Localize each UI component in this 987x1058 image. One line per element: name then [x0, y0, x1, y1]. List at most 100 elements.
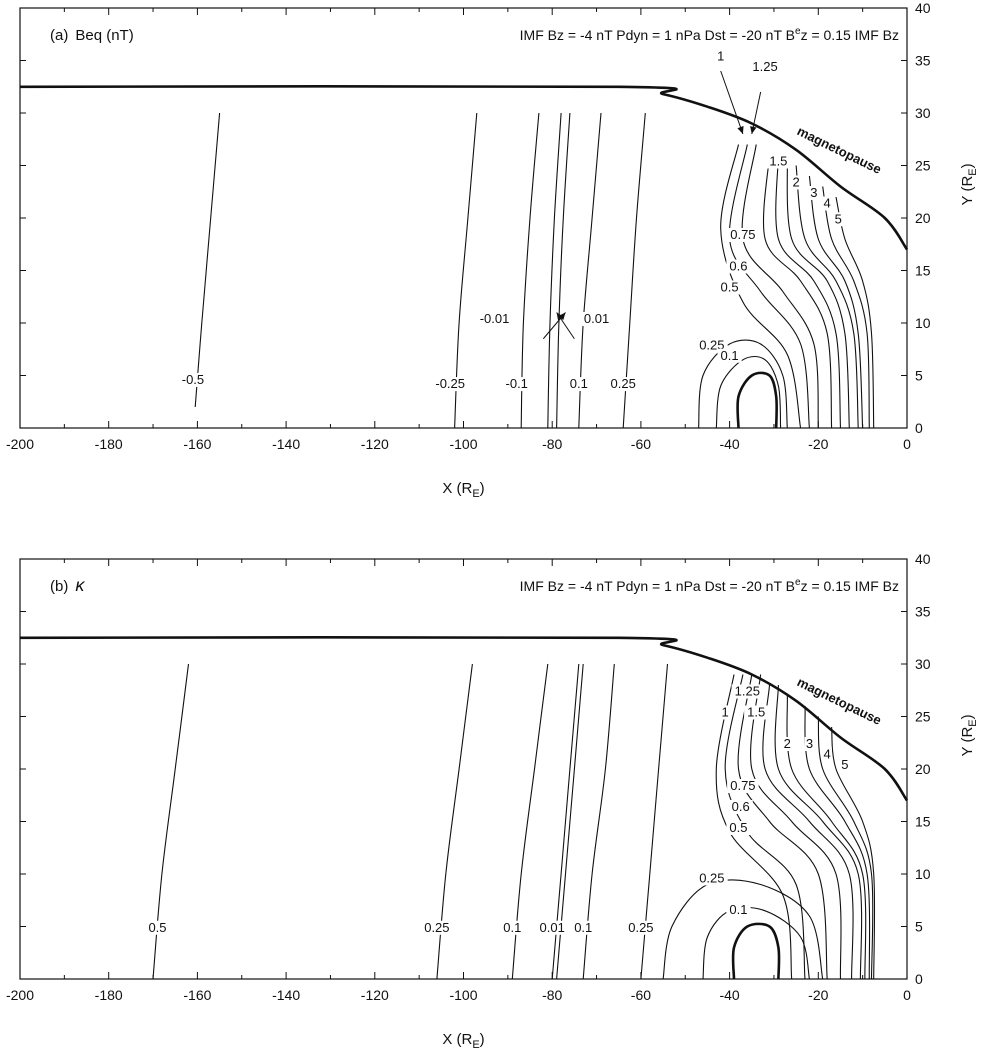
- contour-label-bg: [731, 684, 764, 699]
- y-tick-label: 35: [915, 604, 931, 620]
- y-tick-label: 10: [915, 315, 931, 331]
- contour-label: 1: [722, 705, 729, 720]
- x-tick-label: -140: [272, 436, 300, 452]
- contour-label-bg: [749, 60, 781, 74]
- contour-label: -0.1: [506, 376, 528, 391]
- x-axis-label-sub: E: [472, 1039, 479, 1051]
- chart-panel-b: -200 -180 -160 -140 -120 -100 -80 -60 -40 -20 0051…: [6, 551, 979, 1051]
- label-arrowhead: [737, 126, 744, 134]
- contour-label: 0.01: [540, 920, 565, 935]
- contour-label-bg: [607, 377, 639, 392]
- y-axis-label-text: Y (R: [959, 176, 976, 206]
- x-axis-label-tail: ): [480, 1031, 485, 1048]
- contour-line: [741, 144, 819, 429]
- x-tick-label: 0: [903, 436, 911, 452]
- y-axis-label-tail: ): [959, 714, 976, 719]
- contour-line: [720, 144, 802, 429]
- header-tail: z = 0.15 IMF Bz: [801, 578, 899, 594]
- y-tick-label: 0: [915, 971, 923, 987]
- contour-label-bg: [766, 154, 791, 169]
- y-tick-label: 15: [915, 263, 931, 279]
- contour-line: [556, 112, 571, 429]
- contour-label: 1.25: [752, 59, 777, 74]
- contour-line: [702, 906, 810, 980]
- contour-label: 0.5: [729, 820, 747, 835]
- contour-label-bg: [145, 920, 170, 935]
- x-tick-label: -120: [361, 987, 389, 1003]
- x-tick-label: -200: [6, 436, 34, 452]
- contour-line: [795, 165, 859, 429]
- contour-label-bg: [580, 312, 613, 326]
- magnetopause-line: [19, 635, 909, 802]
- x-tick-label: -80: [542, 436, 562, 452]
- contour-label-bg: [791, 175, 801, 190]
- contour-label-bg: [833, 212, 843, 227]
- header-superscript: e: [795, 26, 801, 37]
- y-axis-label-sub: E: [967, 168, 979, 175]
- contour-label: 1: [717, 49, 724, 64]
- y-tick-label: 0: [915, 420, 923, 436]
- magnetopause-label: magnetopause: [795, 674, 884, 728]
- contour-label-bg: [726, 259, 751, 274]
- panel-tag: (b): [50, 578, 68, 595]
- contour-label: 4: [824, 196, 831, 211]
- x-tick-label: -40: [719, 436, 739, 452]
- contour-label-bg: [536, 920, 568, 935]
- contour-label: -0.01: [480, 311, 510, 326]
- contour-label: 0.25: [699, 337, 724, 352]
- contour-label-bg: [726, 902, 751, 917]
- contour-line: [662, 879, 824, 980]
- contour-label-bg: [625, 920, 657, 935]
- contour-line: [774, 684, 863, 980]
- x-tick-label: -20: [808, 987, 828, 1003]
- magnetopause-line: [19, 84, 909, 251]
- x-tick-label: 0: [903, 987, 911, 1003]
- x-tick-label: -200: [6, 987, 34, 1003]
- contour-label-bg: [720, 705, 730, 720]
- contour-label: 5: [835, 211, 842, 226]
- contour-label: 2: [793, 175, 800, 190]
- contour-label: 1.5: [769, 154, 787, 169]
- contour-label: 0.01: [584, 311, 609, 326]
- x-tick-label: -180: [95, 987, 123, 1003]
- contour-line: [835, 196, 875, 429]
- magnetopause-label: magnetopause: [795, 123, 884, 177]
- y-tick-label: 35: [915, 53, 931, 69]
- contour-label: 0.6: [732, 799, 750, 814]
- contour-line: [731, 922, 781, 980]
- contour-label: 0.1: [721, 348, 739, 363]
- x-tick-label: -140: [272, 987, 300, 1003]
- contour-label-bg: [571, 920, 596, 935]
- contour-label-bg: [177, 372, 209, 387]
- contour-line: [715, 355, 782, 429]
- y-tick-label: 20: [915, 210, 931, 226]
- contour-line: [822, 186, 870, 429]
- y-tick-label: 20: [915, 761, 931, 777]
- header-superscript: e: [795, 577, 801, 588]
- contour-label-bg: [696, 871, 728, 886]
- contour-label: 3: [806, 736, 813, 751]
- contour-label-bg: [475, 312, 515, 326]
- header-text: IMF Bz = -4 nT Pdyn = 1 nPa Dst = -20 nT…: [520, 578, 795, 594]
- contour-label: 1.25: [735, 684, 760, 699]
- contour-line: [804, 705, 871, 980]
- y-axis-label-tail: ): [959, 163, 976, 168]
- contour-line: [808, 175, 864, 429]
- contour-line: [775, 154, 842, 429]
- contour-label-bg: [421, 920, 453, 935]
- contour-label-bg: [804, 737, 815, 751]
- contour-line: [831, 726, 876, 980]
- chart-panel-a: -200 -180 -160 -140 -120 -100 -80 -60 -40 -20 0051…: [6, 0, 979, 500]
- x-tick-label: -40: [719, 987, 739, 1003]
- contour-label: 0.25: [699, 870, 724, 885]
- contour-label-bg: [726, 821, 751, 835]
- contour-line: [698, 339, 788, 429]
- contour-label-bg: [840, 758, 850, 772]
- contour-label: 0.1: [503, 920, 521, 935]
- contour-label-bg: [717, 280, 742, 295]
- header-text: IMF Bz = -4 nT Pdyn = 1 nPa Dst = -20 nT…: [520, 27, 795, 43]
- x-axis-label: X (RE): [442, 480, 484, 500]
- contour-line: [737, 674, 828, 980]
- x-tick-label: -60: [631, 987, 651, 1003]
